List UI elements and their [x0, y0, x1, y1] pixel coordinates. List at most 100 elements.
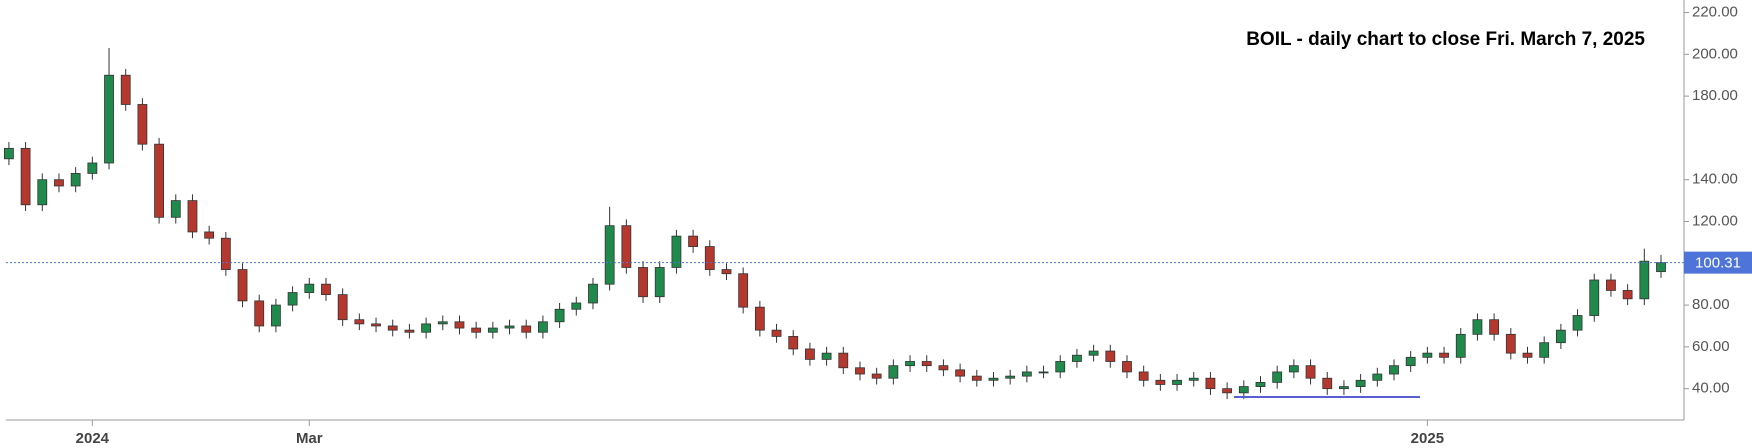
candle-body	[1489, 319, 1500, 335]
candle-body	[387, 325, 398, 331]
candle-body	[120, 74, 131, 105]
candle-body	[771, 329, 782, 337]
candle-body	[271, 304, 281, 327]
candle-body	[905, 361, 915, 367]
candle-body	[588, 283, 598, 304]
candle-body	[337, 294, 348, 321]
candle-body	[871, 373, 882, 379]
x-tick-label: Mar	[296, 430, 323, 447]
candle-body	[988, 377, 999, 381]
candle-body	[487, 327, 498, 333]
candle-body	[538, 321, 548, 333]
candle-body	[838, 352, 849, 369]
candle-body	[404, 329, 415, 333]
candle-body	[571, 302, 582, 310]
candle-body	[437, 321, 448, 325]
candle-body	[1072, 354, 1082, 362]
candle-body	[471, 327, 482, 333]
candle-body	[1505, 333, 1516, 354]
candle-body	[321, 283, 331, 296]
candle-body	[1255, 381, 1266, 387]
y-tick-label: 120.00	[1692, 212, 1738, 229]
candle-body	[104, 74, 114, 164]
candle-body	[621, 225, 632, 268]
candle-body	[1122, 361, 1132, 373]
candle-body	[654, 267, 665, 298]
candle-body	[87, 162, 98, 174]
candle-body	[237, 269, 248, 302]
candle-body	[154, 143, 164, 218]
candle-body	[638, 267, 648, 298]
candle-body	[788, 336, 799, 350]
candle-body	[137, 104, 148, 145]
candle-body	[421, 323, 431, 333]
y-tick-label: 200.00	[1692, 45, 1738, 62]
price-label: 100.31	[1695, 255, 1741, 272]
candle-body	[1038, 371, 1049, 374]
candle-body	[1372, 373, 1383, 381]
candle-body	[170, 200, 181, 218]
candle-body	[204, 231, 215, 239]
chart-title: BOIL - daily chart to close Fri. March 7…	[1246, 29, 1645, 50]
x-tick-label: 2025	[1411, 430, 1444, 447]
candle-body	[1405, 356, 1416, 367]
candle-body	[1455, 333, 1466, 358]
candle-body	[1238, 386, 1249, 394]
x-tick-label: 2024	[76, 430, 110, 447]
price-label-box	[1684, 251, 1752, 274]
candle-body	[671, 235, 682, 268]
candle-body	[1105, 350, 1116, 362]
candle-body	[220, 237, 231, 270]
candle-body	[1639, 260, 1650, 300]
candle-body	[1088, 350, 1099, 356]
candle-body	[971, 375, 982, 381]
candle-body	[1606, 279, 1616, 291]
candle-body	[1472, 319, 1483, 335]
candle-body	[888, 365, 899, 379]
candle-body	[738, 273, 749, 308]
candle-body	[688, 235, 699, 247]
candle-body	[287, 292, 298, 306]
candle-body	[1439, 352, 1449, 358]
candle-body	[1305, 365, 1316, 379]
candle-body	[938, 365, 949, 371]
candle-body	[1589, 279, 1600, 316]
candle-body	[1138, 371, 1149, 381]
candle-body	[1572, 315, 1583, 331]
candle-body	[1172, 379, 1182, 385]
candle-body	[1021, 371, 1032, 377]
candle-body	[1188, 377, 1199, 381]
y-tick-label: 60.00	[1692, 338, 1730, 355]
candle-body	[604, 225, 615, 285]
candle-body	[254, 300, 265, 327]
candle-body	[70, 173, 81, 187]
y-tick-label: 80.00	[1692, 296, 1730, 313]
candle-body	[955, 369, 966, 377]
candle-body	[1322, 377, 1333, 390]
candle-body	[371, 323, 381, 327]
candle-body	[821, 352, 832, 360]
candle-body	[921, 361, 932, 367]
candle-body	[4, 147, 14, 160]
candle-body	[805, 348, 815, 360]
candle-body	[1622, 290, 1633, 300]
candle-body	[721, 269, 732, 275]
y-tick-label: 40.00	[1692, 380, 1730, 397]
candle-body	[1656, 262, 1666, 273]
candle-body	[1355, 379, 1366, 387]
candle-body	[554, 308, 565, 323]
candle-body	[521, 325, 532, 333]
candle-body	[1272, 371, 1283, 383]
candle-body	[37, 179, 48, 206]
candle-body	[1522, 352, 1533, 358]
candle-body	[1555, 329, 1566, 344]
candle-body	[454, 321, 465, 329]
candle-body	[354, 319, 365, 325]
candle-body	[1539, 342, 1550, 358]
y-tick-label: 220.00	[1692, 4, 1738, 21]
y-tick-label: 180.00	[1692, 87, 1738, 104]
candle-body	[187, 200, 198, 233]
candle-body	[1055, 361, 1066, 373]
